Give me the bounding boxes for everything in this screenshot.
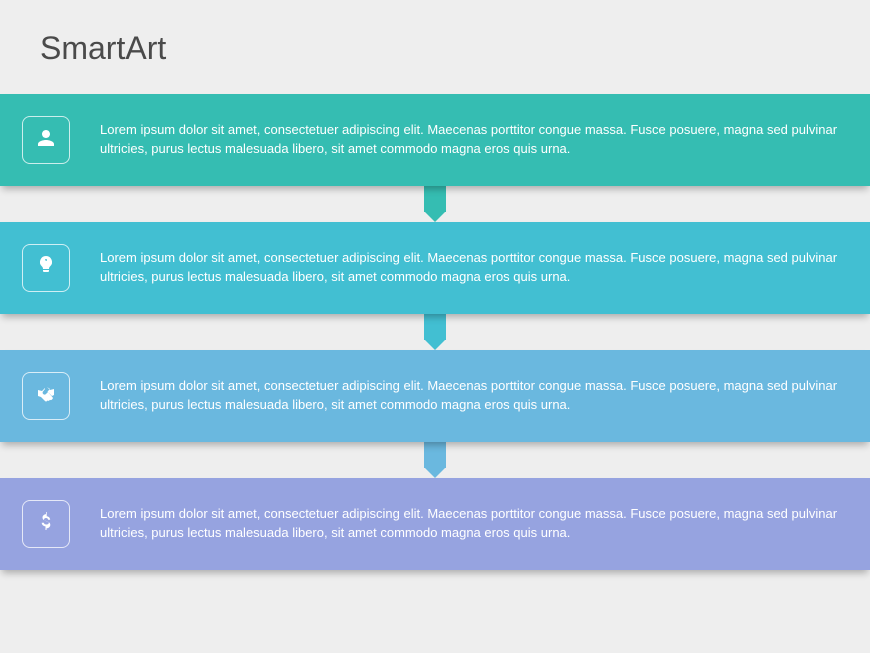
dollar-icon [34,510,58,539]
person-icon [34,126,58,155]
header: SmartArt [0,0,870,94]
step-3-icon-box [22,372,70,420]
step-4: Lorem ipsum dolor sit amet, consectetuer… [0,478,870,570]
arrow-down-icon [424,184,446,222]
arrow-down-icon [424,312,446,350]
connector-1 [0,186,870,222]
step-3: Lorem ipsum dolor sit amet, consectetuer… [0,350,870,442]
arrow-down-icon [424,440,446,478]
step-1: Lorem ipsum dolor sit amet, consectetuer… [0,94,870,186]
step-3-text: Lorem ipsum dolor sit amet, consectetuer… [100,377,840,415]
connector-3 [0,442,870,478]
step-2: Lorem ipsum dolor sit amet, consectetuer… [0,222,870,314]
step-4-text: Lorem ipsum dolor sit amet, consectetuer… [100,505,840,543]
step-1-text: Lorem ipsum dolor sit amet, consectetuer… [100,121,840,159]
step-2-icon-box [22,244,70,292]
flow-container: Lorem ipsum dolor sit amet, consectetuer… [0,94,870,570]
lightbulb-icon [34,254,58,283]
step-4-icon-box [22,500,70,548]
step-1-icon-box [22,116,70,164]
page-title: SmartArt [40,30,830,67]
handshake-icon [34,382,58,411]
connector-2 [0,314,870,350]
step-2-text: Lorem ipsum dolor sit amet, consectetuer… [100,249,840,287]
